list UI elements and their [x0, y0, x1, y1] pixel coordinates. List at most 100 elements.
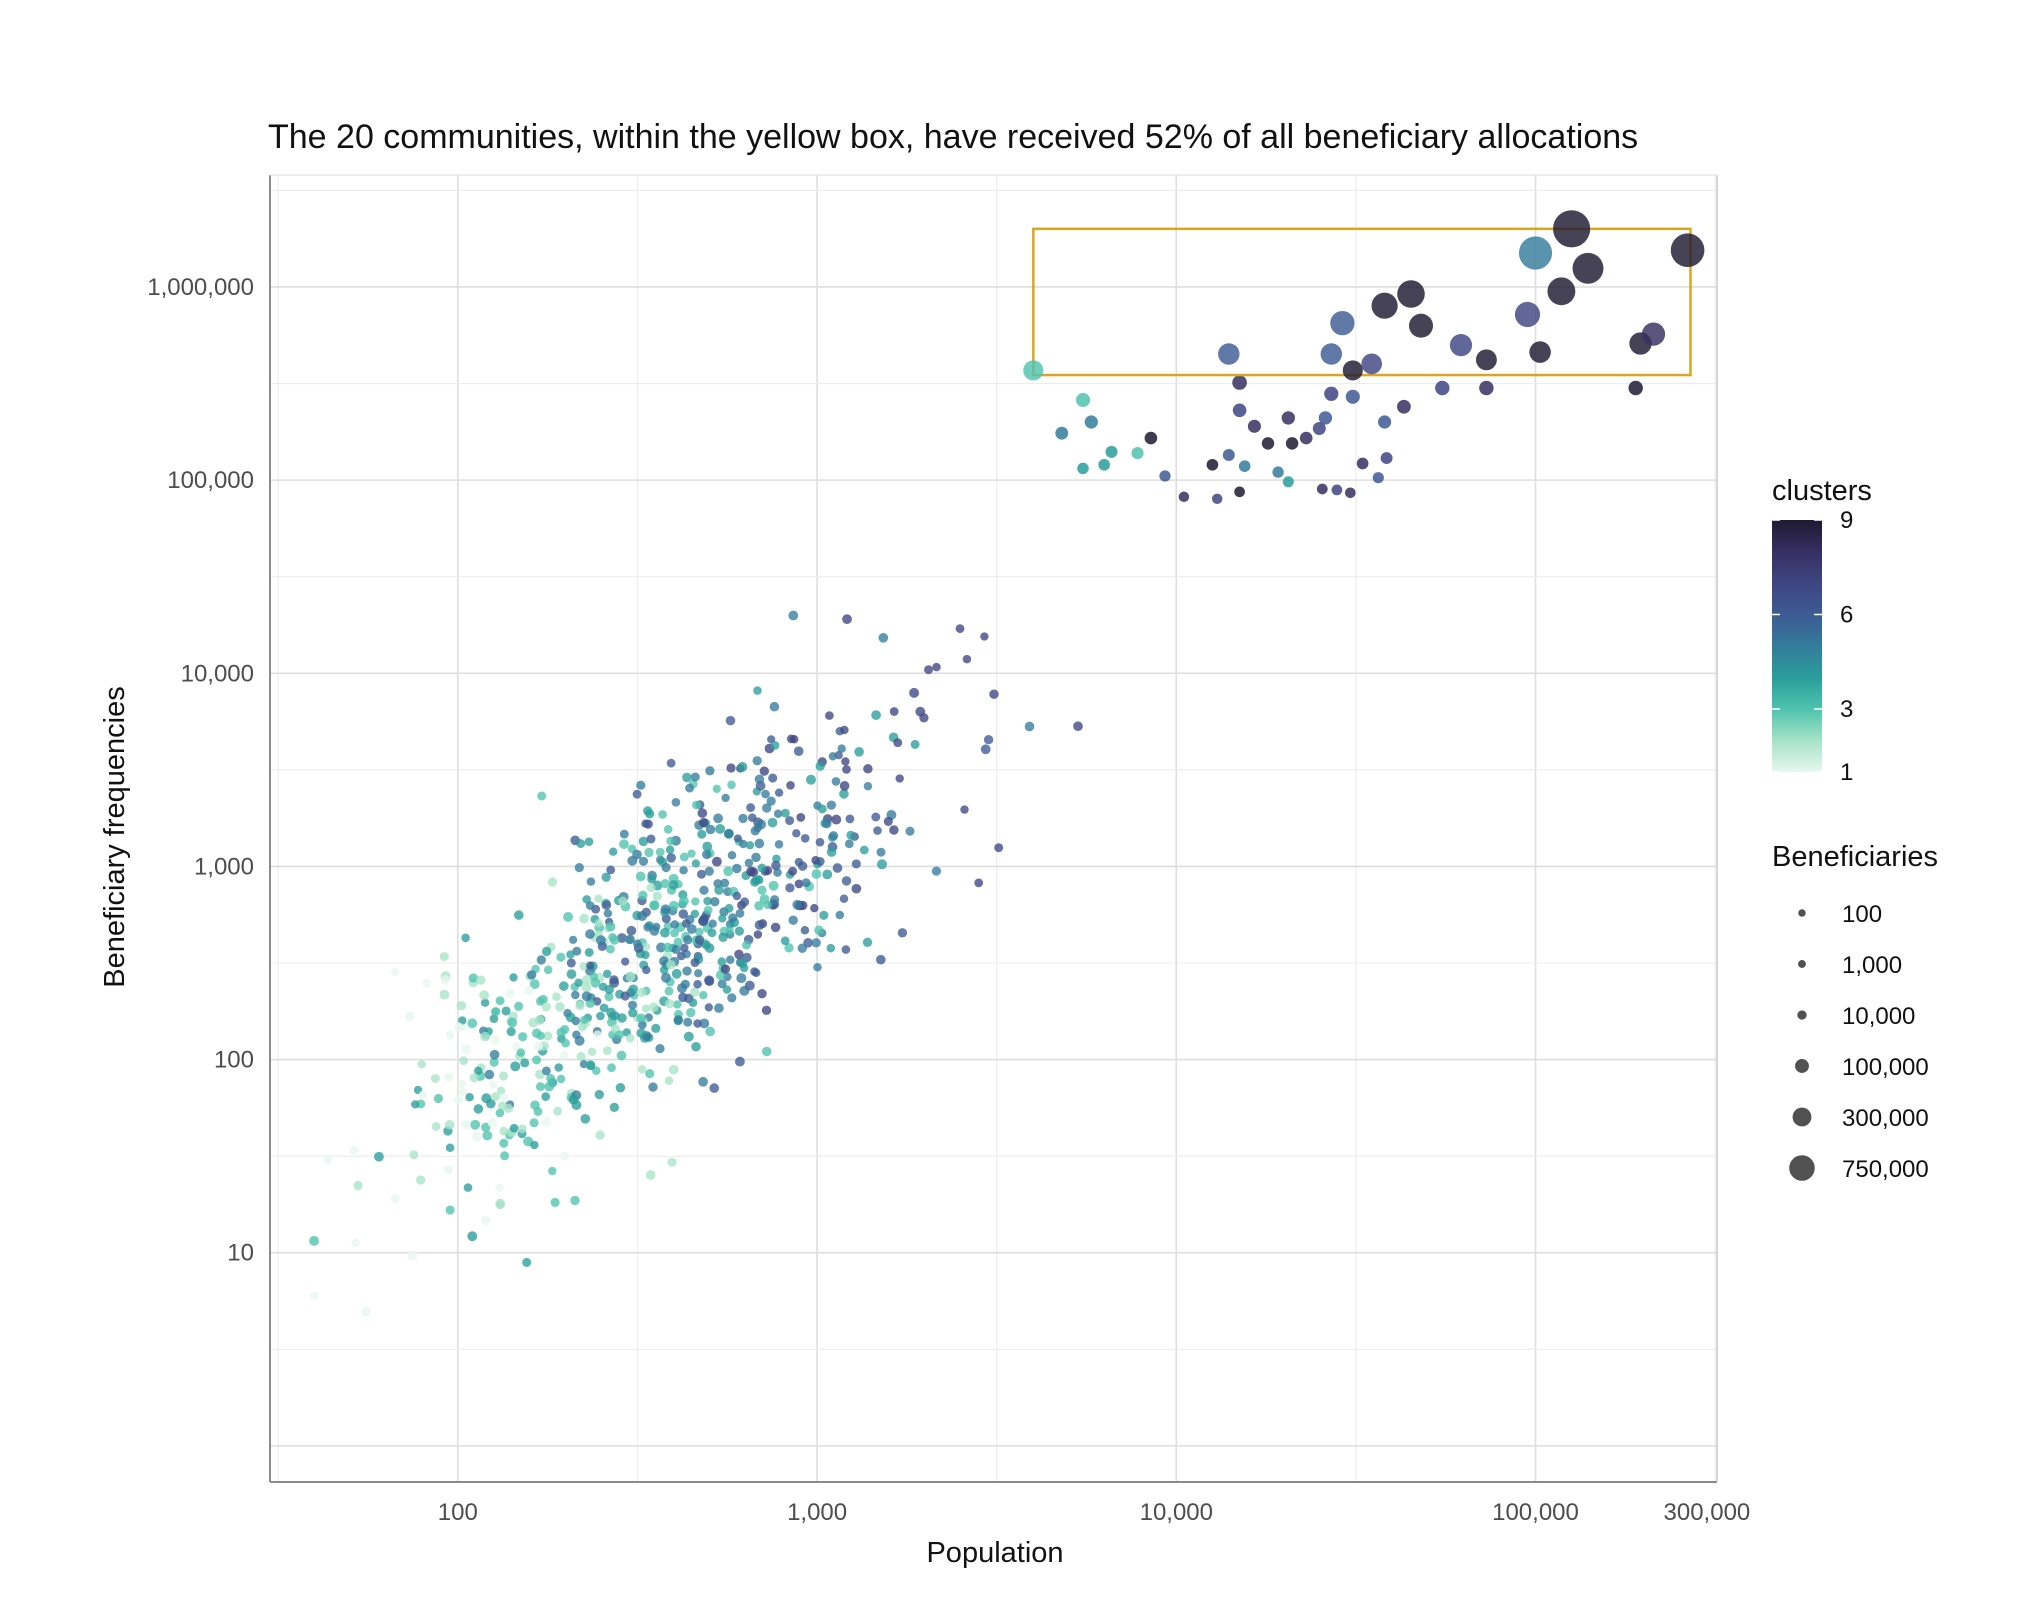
- scatter-point: [433, 1093, 443, 1104]
- scatter-point: [637, 1065, 647, 1074]
- highlighted-point: [1361, 353, 1383, 375]
- scatter-point: [817, 804, 827, 814]
- scatter-point: [666, 960, 676, 970]
- highlighted-point: [1670, 233, 1705, 268]
- scatter-point: [454, 1022, 464, 1032]
- scatter-point: [683, 1017, 693, 1027]
- scatter-point: [698, 916, 708, 926]
- color-legend: clusters 1 3 6 9: [1772, 475, 1872, 786]
- scatter-point: [532, 1055, 542, 1065]
- scatter-point: [774, 788, 784, 797]
- scatter-point: [889, 707, 899, 716]
- scatter-point: [738, 813, 748, 824]
- scatter-point: [1479, 380, 1494, 396]
- scatter-point: [740, 897, 750, 907]
- scatter-point: [529, 979, 540, 990]
- scatter-point: [910, 739, 920, 749]
- scatter-point: [756, 819, 767, 830]
- scatter-point: [1345, 389, 1360, 404]
- scatter-point: [649, 900, 660, 911]
- scatter-point: [724, 828, 734, 839]
- scatter-point: [815, 857, 825, 866]
- scatter-point: [533, 1107, 543, 1116]
- scatter-point: [1055, 426, 1069, 440]
- size-legend-label: 100,000: [1842, 1054, 1929, 1081]
- scatter-point: [1261, 437, 1275, 450]
- scatter-point: [625, 972, 636, 982]
- scatter-point: [465, 1093, 474, 1102]
- scatter-point: [750, 826, 760, 836]
- x-tick-label: 100: [438, 1499, 478, 1526]
- scatter-point: [734, 926, 744, 936]
- scatter-point: [667, 1157, 677, 1167]
- scatter-point: [665, 845, 675, 855]
- scatter-point: [550, 1197, 560, 1207]
- scatter-point: [488, 1080, 498, 1089]
- highlighted-point: [1320, 343, 1343, 365]
- color-legend-label: 6: [1840, 602, 1853, 629]
- scatter-point: [495, 1183, 504, 1193]
- scatter-point: [673, 1015, 684, 1025]
- scatter-point: [1324, 386, 1339, 401]
- scatter-point: [841, 757, 850, 766]
- scatter-point: [1282, 476, 1294, 488]
- scatter-point: [609, 1102, 619, 1113]
- scatter-point: [470, 1119, 481, 1130]
- scatter-point: [754, 920, 765, 930]
- y-axis-ticks: 10 100 1,000 10,000 100,000 1,000,000: [147, 274, 254, 1267]
- scatter-point: [826, 943, 836, 953]
- highlighted-point: [1023, 360, 1044, 381]
- scatter-point: [1344, 487, 1356, 499]
- y-tick-label: 10: [227, 1240, 254, 1267]
- highlighted-point: [1330, 310, 1355, 336]
- scatter-point: [668, 1064, 679, 1075]
- scatter-point: [541, 1092, 551, 1101]
- scatter-point: [793, 746, 804, 756]
- scatter-point: [711, 856, 722, 867]
- scatter-point: [459, 1056, 468, 1065]
- scatter-point: [831, 814, 842, 825]
- scatter-point: [1077, 462, 1089, 475]
- scatter-point: [733, 834, 742, 843]
- scatter-point: [876, 847, 886, 857]
- scatter-point: [761, 1005, 772, 1016]
- scatter-point: [784, 943, 794, 953]
- scatter-point: [651, 1023, 661, 1034]
- scatter-point: [721, 793, 730, 803]
- scatter-point: [530, 1140, 539, 1150]
- scatter-point: [678, 992, 688, 1003]
- scatter-point: [444, 1072, 454, 1082]
- scatter-point: [628, 984, 638, 994]
- scatter-point: [648, 1002, 659, 1013]
- scatter-point: [440, 975, 451, 985]
- x-axis-ticks: 100 1,000 10,000 100,000 300,000: [438, 1499, 1751, 1526]
- scatter-point: [625, 1033, 635, 1043]
- scatter-point: [496, 1086, 506, 1095]
- scatter-point: [635, 871, 646, 882]
- scatter-point: [694, 969, 703, 978]
- scatter-point: [679, 852, 689, 862]
- scatter-point: [1285, 437, 1299, 450]
- scatter-point: [660, 904, 671, 915]
- scatter-point: [693, 980, 702, 989]
- scatter-point: [680, 943, 689, 953]
- scatter-point: [627, 855, 638, 866]
- scatter-point: [1024, 721, 1035, 732]
- size-legend-key: [1795, 1059, 1809, 1073]
- scatter-point: [544, 1081, 555, 1092]
- scatter-point: [1159, 470, 1171, 482]
- scatter-point: [924, 665, 933, 675]
- highlighted-point: [1518, 236, 1553, 270]
- scatter-point: [566, 950, 575, 959]
- plot-panel: [270, 175, 1717, 1482]
- scatter-point: [467, 1231, 478, 1242]
- scatter-point: [826, 800, 837, 810]
- scatter-point: [499, 1138, 509, 1148]
- scatter-point: [752, 756, 762, 766]
- scatter-point: [873, 826, 882, 835]
- scatter-point: [694, 935, 705, 945]
- scatter-point: [594, 919, 603, 928]
- scatter-point: [727, 850, 737, 860]
- scatter-point: [407, 1250, 418, 1261]
- scatter-point: [638, 856, 649, 866]
